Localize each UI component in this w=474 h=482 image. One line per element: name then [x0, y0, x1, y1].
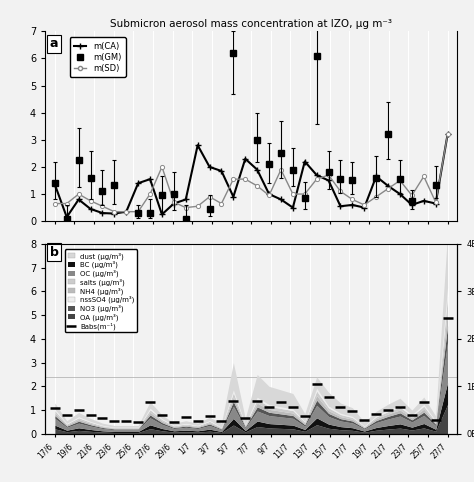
Text: a: a — [50, 37, 58, 50]
Text: b: b — [50, 246, 59, 259]
Legend: dust (μg/m³), BC (μg/m³), OC (μg/m³), salts (μg/m³), NH4 (μg/m³), nssSO4 (μg/m³): dust (μg/m³), BC (μg/m³), OC (μg/m³), sa… — [65, 249, 137, 333]
Title: Submicron aerosol mass concentration at IZO, μg m⁻³: Submicron aerosol mass concentration at … — [110, 19, 392, 29]
Legend: m(CA), m(GM), m(SD): m(CA), m(GM), m(SD) — [70, 38, 126, 77]
